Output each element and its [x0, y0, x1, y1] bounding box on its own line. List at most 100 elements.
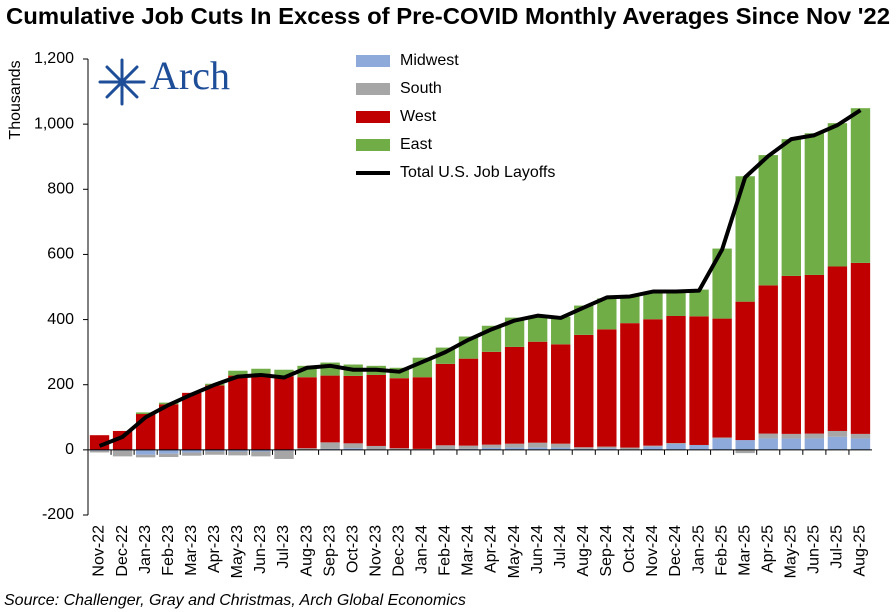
bar-segment [666, 291, 686, 316]
x-tick-label: Sep-24 [598, 525, 615, 577]
bar-segment [804, 133, 825, 275]
y-tick-label: 1,000 [34, 115, 74, 132]
bar-segment [643, 446, 663, 450]
y-tick-label: 400 [47, 311, 74, 328]
bar-segment [574, 334, 594, 448]
x-tick-label: Feb-23 [160, 525, 177, 576]
bar-segment [527, 447, 548, 450]
bar-segment [112, 450, 133, 457]
bar-segment [320, 375, 340, 443]
bar-segment [758, 285, 778, 434]
bar-segment [620, 447, 640, 450]
x-tick-label: May-23 [229, 525, 246, 578]
x-tick-label: Mar-23 [183, 525, 200, 576]
bar-segment [527, 442, 548, 448]
bar-segment [620, 295, 640, 324]
bar-segment [297, 448, 317, 450]
x-tick-label: May-25 [783, 525, 800, 578]
bar-segment [343, 448, 363, 450]
bar-segment [228, 370, 248, 376]
bar-segment [712, 318, 732, 438]
bar-segment [320, 442, 340, 449]
bar-segment [343, 375, 363, 444]
bar-segment [112, 430, 133, 450]
bar-segment [366, 445, 386, 450]
y-tick-label: 800 [47, 181, 74, 198]
x-tick-label: Aug-25 [852, 525, 869, 577]
bar-segment [412, 377, 433, 449]
y-tick-label: -200 [42, 506, 74, 523]
x-tick-label: Mar-25 [736, 525, 753, 576]
bar-segment [481, 444, 502, 448]
bar-segment [597, 329, 617, 447]
bar-segment [251, 373, 271, 450]
x-tick-label: Apr-25 [759, 525, 776, 573]
bar-segment [458, 358, 479, 446]
bar-segment [389, 378, 409, 449]
bar-segment [135, 454, 156, 458]
x-tick-label: Apr-24 [483, 525, 500, 573]
x-tick-label: Aug-24 [575, 525, 592, 577]
legend-label: East [400, 136, 433, 153]
source-note: Source: Challenger, Gray and Christmas, … [4, 592, 466, 609]
y-tick-label: 200 [47, 376, 74, 393]
bar-segment [135, 412, 156, 415]
bar-segment [481, 351, 502, 445]
bar-segment [827, 123, 848, 267]
bar-segment [504, 447, 525, 450]
bar-segment [366, 374, 386, 446]
bar-segment [182, 392, 202, 450]
bar-segment [666, 443, 686, 444]
bar-segment [758, 433, 778, 439]
x-tick-label: May-24 [506, 525, 523, 578]
bar-segment [274, 369, 294, 377]
bar-segment [551, 316, 571, 345]
bar-segment [735, 449, 755, 454]
bar-segment [551, 447, 571, 450]
x-tick-label: Aug-23 [298, 525, 315, 577]
bar-segment [643, 291, 663, 320]
bar-segment [689, 289, 709, 317]
bar-segment [735, 440, 755, 450]
bar-segment [159, 404, 179, 450]
x-tick-label: Mar-24 [460, 525, 477, 576]
legend-swatch [356, 111, 390, 123]
bar-segment [251, 368, 271, 374]
x-tick-label: Nov-22 [91, 525, 108, 577]
x-tick-label: Jul-24 [552, 525, 569, 569]
x-tick-label: Sep-23 [321, 525, 338, 577]
x-tick-label: Jul-23 [275, 525, 292, 569]
bar-segment [228, 449, 248, 452]
bar-segment [620, 323, 640, 448]
bar-segment [389, 448, 409, 450]
bar-segment [781, 433, 801, 439]
legend-label: West [400, 108, 437, 125]
bar-segment [712, 248, 732, 319]
bar-segment [297, 377, 317, 449]
bar-segment [435, 445, 456, 450]
bar-segment [251, 449, 271, 452]
bar-segment [297, 365, 317, 378]
bar-segment [504, 443, 525, 448]
bar-segment [182, 452, 202, 456]
x-tick-label: Apr-23 [206, 525, 223, 573]
y-tick-label: 0 [65, 441, 74, 458]
x-tick-label: Jun-24 [529, 525, 546, 574]
bar-segment [205, 449, 225, 452]
x-tick-label: Dec-23 [391, 525, 408, 577]
bar-segment [135, 449, 156, 455]
legend-label: Total U.S. Job Layoffs [400, 164, 555, 181]
bar-segment [89, 435, 110, 450]
bar-segment [643, 319, 663, 446]
bar-segment [850, 438, 871, 450]
bar-segment [666, 443, 686, 450]
bar-segment [574, 447, 594, 449]
bar-segment [850, 262, 871, 434]
bar-segment [251, 451, 271, 457]
bar-segment [666, 315, 686, 444]
logo-text: Arch [150, 53, 230, 98]
x-tick-label: Nov-24 [644, 525, 661, 577]
bar-segment [735, 301, 755, 441]
legend-swatch [356, 83, 390, 95]
